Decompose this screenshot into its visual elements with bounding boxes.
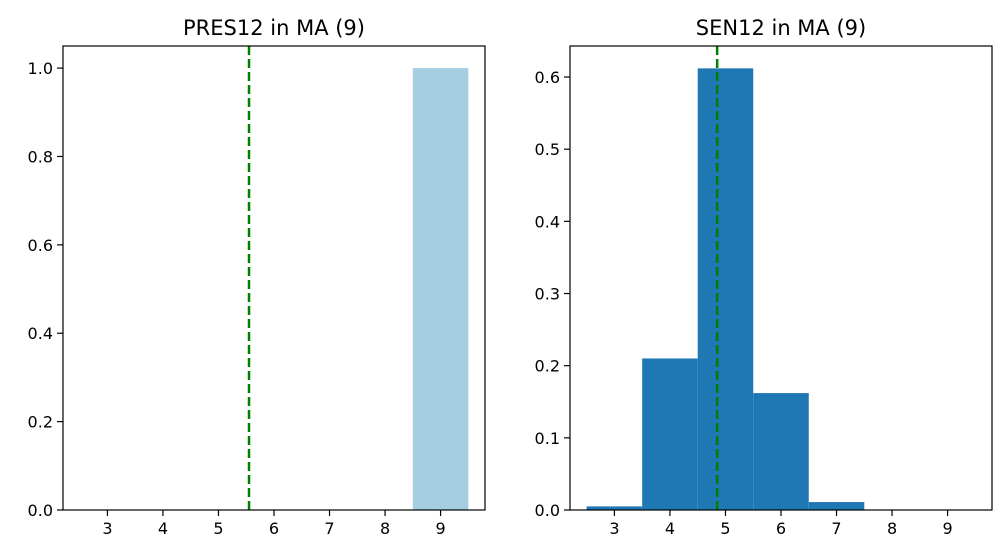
y-tick-label: 0.0 (535, 501, 560, 520)
bar-6 (753, 393, 809, 510)
x-tick-label: 4 (665, 519, 675, 538)
bar-7 (808, 502, 865, 510)
x-tick-label: 4 (158, 519, 168, 538)
y-tick-label: 0.6 (535, 68, 560, 87)
chart-panel-2: 3 4 5 6 7 8 9 0.0 0.1 0.2 0.3 0.4 0.5 0.6 SEN12 in MA … (535, 16, 993, 538)
x-tick-label: 5 (213, 519, 223, 538)
y-tick-label: 1.0 (28, 59, 53, 78)
x-tick-label: 3 (609, 519, 619, 538)
x-tick-label: 6 (269, 519, 279, 538)
bar-3 (586, 506, 643, 510)
chart-panel-1: 3 4 5 6 7 8 9 0.0 0.2 0.4 0.6 0.8 1.0 PRES12 in MA (9… (28, 16, 486, 538)
bar-9 (412, 68, 469, 510)
y-tick-label: 0.6 (28, 236, 53, 255)
y-tick-label: 0.5 (535, 140, 560, 159)
y-tick-label: 0.0 (28, 501, 53, 520)
y-tick-label: 0.4 (535, 212, 560, 231)
x-tick-label: 6 (776, 519, 786, 538)
y-tick-label: 0.4 (28, 324, 53, 343)
x-tick-label: 5 (720, 519, 730, 538)
chart-title: SEN12 in MA (9) (696, 16, 866, 40)
bar-5 (697, 68, 754, 510)
x-tick-label: 3 (102, 519, 112, 538)
y-tick-label: 0.2 (28, 413, 53, 432)
chart-title: PRES12 in MA (9) (183, 16, 365, 40)
x-tick-label: 9 (435, 519, 445, 538)
x-tick-label: 7 (831, 519, 841, 538)
x-tick-label: 9 (942, 519, 952, 538)
x-tick-label: 8 (380, 519, 390, 538)
y-tick-label: 0.3 (535, 285, 560, 304)
x-tick-label: 7 (324, 519, 334, 538)
y-tick-label: 0.1 (535, 429, 560, 448)
y-tick-label: 0.8 (28, 147, 53, 166)
y-tick-label: 0.2 (535, 357, 560, 376)
bar-4 (642, 358, 698, 510)
x-tick-label: 8 (887, 519, 897, 538)
